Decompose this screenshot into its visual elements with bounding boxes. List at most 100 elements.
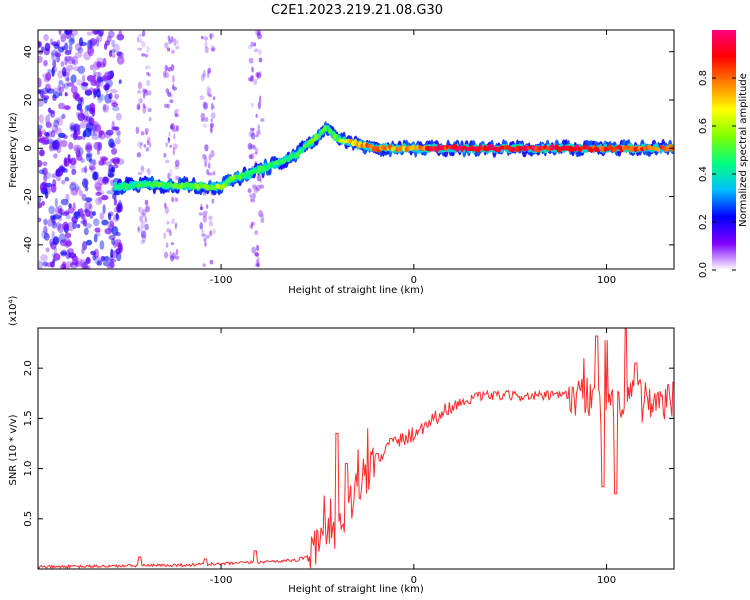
- spectrogram-x-label: Height of straight line (km): [288, 285, 424, 296]
- noise-blob: [85, 122, 94, 132]
- spectrogram-frame: [37, 29, 675, 270]
- noise-blob: [65, 77, 70, 82]
- noise-stripe-blob: [257, 256, 260, 262]
- noise-blob: [57, 116, 64, 126]
- noise-stripe-blob: [202, 213, 207, 218]
- noise-blob: [67, 207, 75, 214]
- noise-blob: [112, 106, 120, 112]
- noise-blob: [116, 204, 122, 212]
- noise-blob: [82, 130, 87, 138]
- noise-stripe-blob: [250, 221, 254, 230]
- noise-blob: [95, 197, 103, 206]
- noise-stripe-blob: [249, 144, 254, 150]
- noise-stripe-blob: [145, 168, 150, 173]
- noise-stripe-blob: [252, 184, 257, 188]
- noise-stripe-blob: [199, 225, 203, 229]
- noise-blob: [113, 198, 117, 206]
- noise-blob: [50, 215, 55, 220]
- noise-blob: [82, 178, 89, 188]
- noise-blob: [96, 37, 99, 47]
- noise-blob: [38, 77, 42, 88]
- noise-blob: [65, 250, 71, 260]
- noise-stripe-blob: [255, 113, 258, 118]
- noise-blob: [92, 159, 97, 166]
- noise-stripe-blob: [250, 129, 255, 137]
- noise-blob: [83, 51, 91, 61]
- noise-stripe-blob: [248, 131, 252, 138]
- noise-blob: [57, 223, 64, 234]
- noise-stripe-blob: [164, 251, 169, 259]
- noise-stripe-blob: [212, 105, 216, 110]
- noise-blob: [76, 124, 80, 133]
- noise-blob: [43, 34, 49, 41]
- noise-blob: [52, 218, 56, 226]
- noise-blob: [45, 122, 52, 127]
- noise-blob: [70, 30, 79, 36]
- noise-blob: [110, 158, 116, 163]
- noise-stripe-blob: [166, 228, 171, 233]
- noise-blob: [54, 206, 60, 216]
- noise-stripe-blob: [200, 35, 204, 40]
- noise-blob: [90, 167, 95, 173]
- noise-stripe-blob: [170, 93, 173, 98]
- noise-blob: [77, 186, 81, 191]
- noise-blob: [113, 206, 118, 213]
- noise-blob: [98, 31, 104, 37]
- noise-blob: [63, 157, 68, 167]
- noise-blob: [74, 260, 81, 266]
- noise-blob: [69, 164, 76, 169]
- noise-blob: [42, 261, 48, 267]
- noise-stripe-blob: [208, 154, 212, 161]
- spectrogram-panel: -100 0 100 -40 -20 0 20 40 Height of straight l…: [8, 29, 675, 296]
- noise-stripe-blob: [168, 131, 171, 137]
- noise-stripe-blob: [137, 225, 141, 234]
- noise-blob: [52, 59, 57, 69]
- ridge-segment: [657, 147, 661, 152]
- noise-blob: [45, 262, 54, 268]
- noise-blob: [82, 74, 86, 84]
- noise-stripe-blob: [260, 217, 265, 223]
- noise-stripe-blob: [252, 144, 256, 150]
- noise-stripe-blob: [135, 126, 140, 135]
- noise-stripe-blob: [137, 226, 140, 232]
- noise-stripe-blob: [247, 44, 252, 50]
- noise-stripe-blob: [141, 234, 147, 243]
- noise-blob: [98, 196, 102, 203]
- noise-blob: [54, 197, 58, 208]
- noise-blob: [74, 93, 81, 102]
- noise-stripe-blob: [169, 230, 172, 237]
- noise-blob: [61, 66, 67, 77]
- noise-blob: [57, 205, 63, 214]
- noise-stripe-blob: [251, 221, 256, 226]
- noise-stripe-blob: [136, 152, 142, 158]
- noise-blob: [58, 233, 66, 243]
- noise-stripe-blob: [171, 196, 175, 203]
- noise-blob: [94, 180, 99, 189]
- colorbar-tick-label: 0.4: [698, 166, 709, 182]
- noise-blob: [70, 187, 79, 196]
- colorbar-gradient: [712, 30, 736, 270]
- noise-blob: [111, 53, 116, 58]
- noise-blob: [112, 43, 120, 53]
- noise-blob: [102, 103, 107, 112]
- noise-stripe-blob: [170, 255, 175, 262]
- noise-stripe-blob: [147, 168, 151, 176]
- noise-blob: [93, 171, 99, 181]
- noise-blob: [46, 88, 55, 94]
- noise-stripe-blob: [202, 153, 207, 160]
- noise-blob: [53, 119, 59, 128]
- noise-stripe-blob: [165, 159, 170, 164]
- noise-stripe-blob: [169, 144, 173, 148]
- noise-blob: [58, 86, 64, 93]
- noise-stripe-blob: [147, 73, 151, 77]
- noise-stripe-blob: [174, 197, 178, 202]
- ridge-segment: [326, 126, 330, 131]
- noise-stripe-blob: [203, 210, 208, 215]
- noise-stripe-blob: [204, 46, 209, 54]
- noise-stripe-blob: [256, 130, 259, 138]
- noise-blob: [115, 212, 119, 220]
- noise-blob: [77, 47, 84, 54]
- noise-blob: [66, 266, 70, 269]
- noise-blob: [44, 42, 51, 52]
- noise-blob: [76, 79, 83, 86]
